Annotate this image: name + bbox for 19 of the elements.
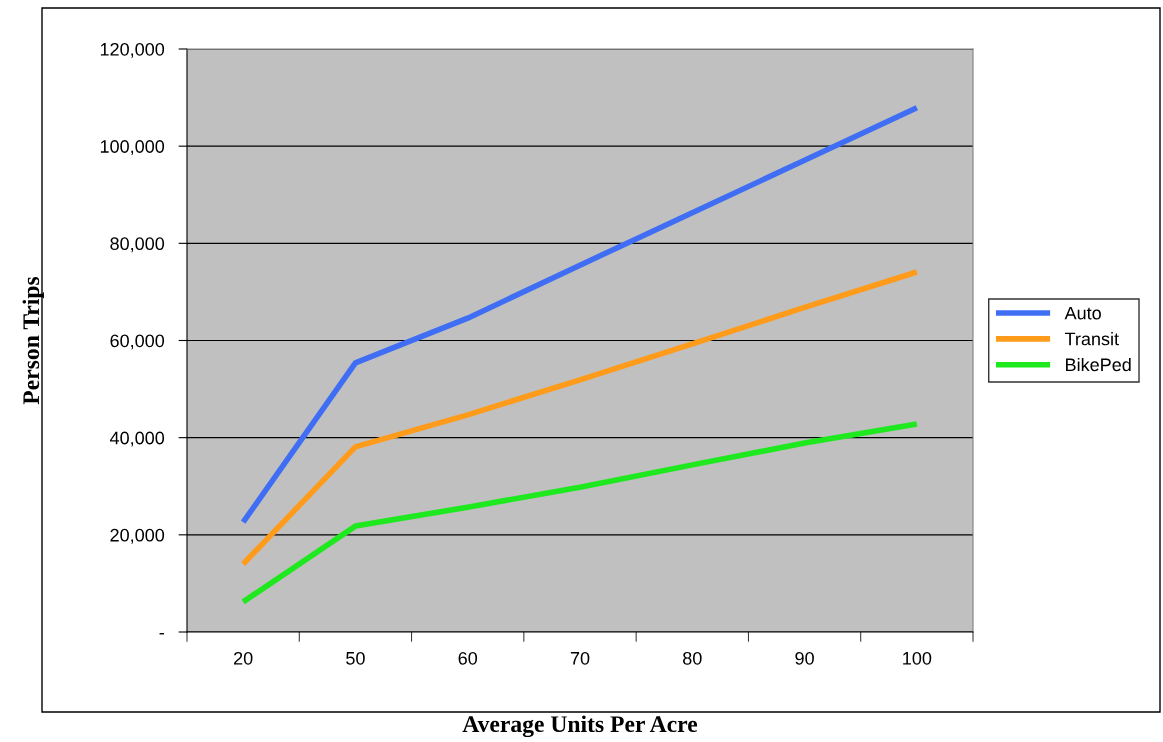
y-tick-label: 100,000 — [100, 140, 165, 156]
x-tick-label: 70 — [570, 651, 590, 665]
x-tick-label: 100 — [903, 651, 932, 665]
y-tick-label: 60,000 — [110, 334, 165, 350]
x-tick-label: 60 — [458, 651, 478, 665]
y-tick-label: 80,000 — [110, 237, 165, 253]
x-tick-label: 20 — [234, 651, 253, 665]
x-tick-label: 80 — [683, 651, 702, 665]
y-tick-label: - — [159, 633, 164, 635]
legend-label: Auto — [1064, 306, 1101, 320]
y-tick-label: 120,000 — [100, 42, 165, 58]
y-tick-label: 20,000 — [110, 528, 165, 544]
x-axis-title: Average Units Per Acre — [462, 715, 698, 738]
y-axis-title: Person Trips — [22, 276, 44, 405]
x-tick-label: 90 — [795, 651, 814, 665]
legend-label: Transit — [1064, 332, 1119, 346]
y-tick-label: 40,000 — [109, 431, 165, 447]
x-tick-label: 50 — [346, 651, 365, 665]
legend-label: BikePed — [1066, 357, 1131, 372]
